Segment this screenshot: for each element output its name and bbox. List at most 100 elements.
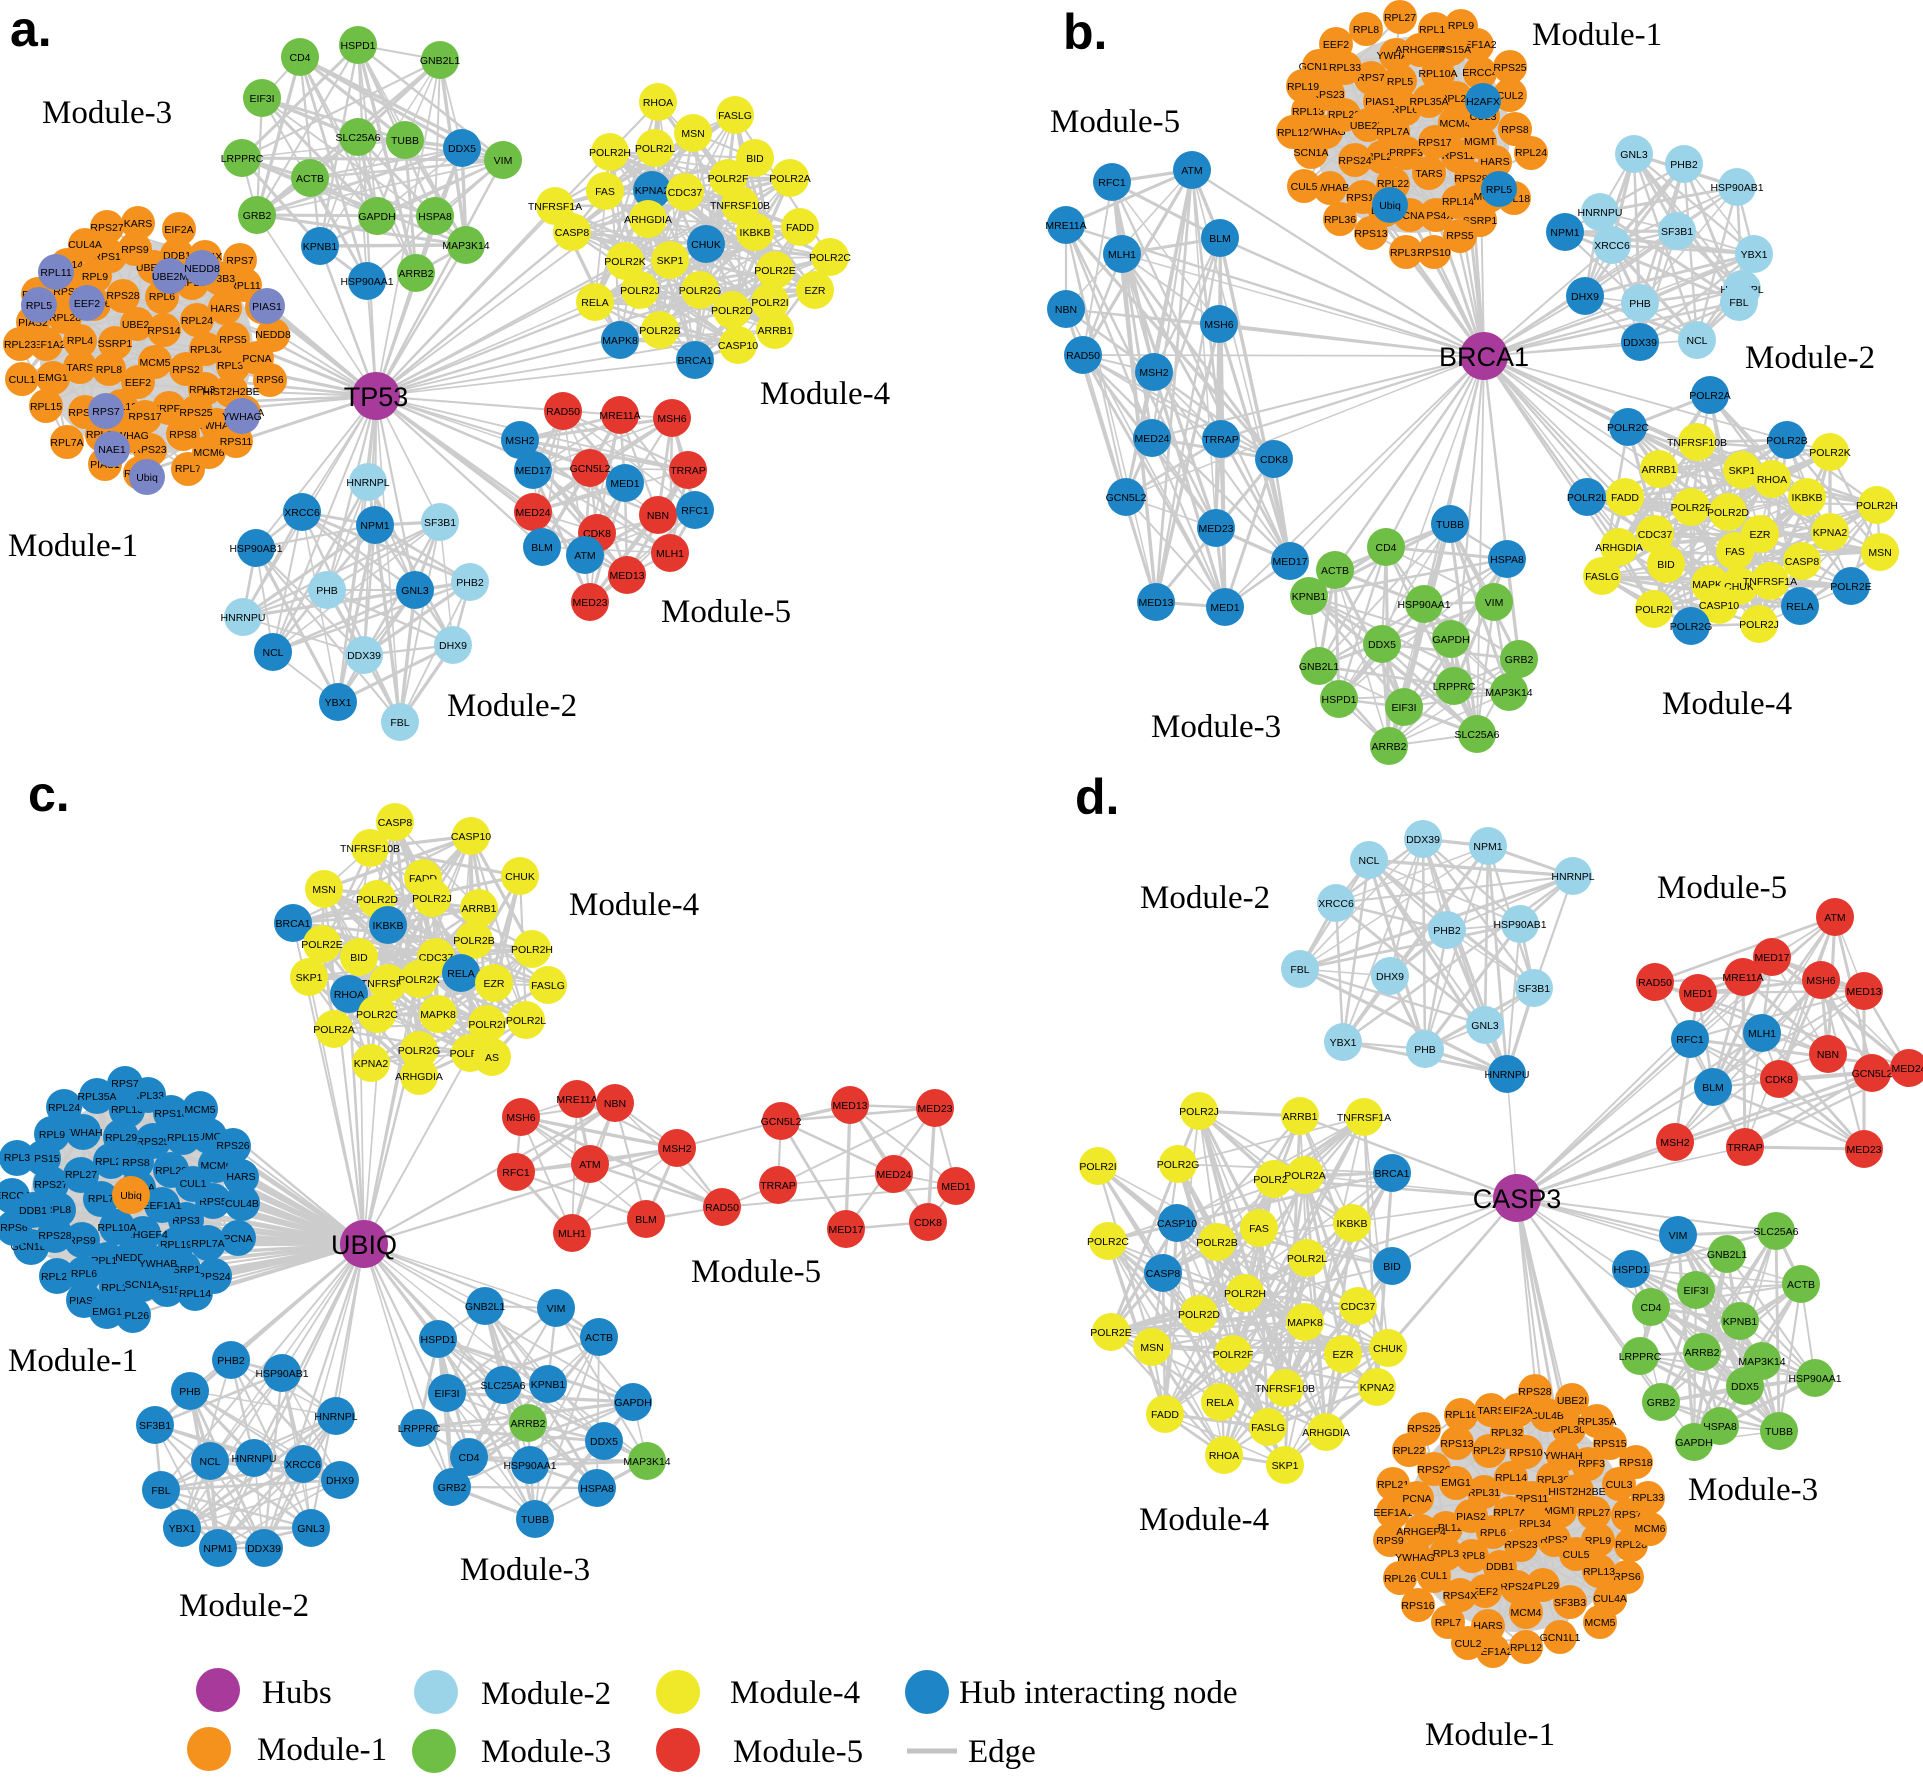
svg-text:RPS18: RPS18 xyxy=(1619,1457,1652,1469)
svg-text:RAD50: RAD50 xyxy=(1638,977,1672,989)
svg-text:RPS16: RPS16 xyxy=(1401,1600,1434,1612)
svg-text:HSPD1: HSPD1 xyxy=(1321,694,1356,706)
svg-text:TP53: TP53 xyxy=(344,382,409,412)
svg-text:CASP10: CASP10 xyxy=(1157,1218,1197,1230)
svg-text:MGMT: MGMT xyxy=(1464,136,1497,148)
svg-text:FAS: FAS xyxy=(1725,546,1745,558)
svg-text:GNL3: GNL3 xyxy=(1620,149,1648,161)
svg-text:HSP90AA1: HSP90AA1 xyxy=(503,1460,556,1472)
svg-text:RELA: RELA xyxy=(581,297,608,309)
svg-text:KPNB1: KPNB1 xyxy=(303,241,338,253)
svg-text:CD4: CD4 xyxy=(458,1452,479,1464)
svg-text:IKBKB: IKBKB xyxy=(1337,1218,1368,1230)
svg-text:CUL1: CUL1 xyxy=(180,1178,207,1190)
svg-text:POLR2D: POLR2D xyxy=(1707,507,1749,519)
svg-text:RPL8: RPL8 xyxy=(45,1204,71,1216)
svg-text:FADD: FADD xyxy=(786,222,814,234)
svg-text:MSH6: MSH6 xyxy=(1806,975,1835,987)
svg-text:RPL24: RPL24 xyxy=(48,1102,80,1114)
svg-text:CDK8: CDK8 xyxy=(1260,454,1288,466)
svg-text:RPL31: RPL31 xyxy=(1468,1487,1500,1499)
svg-text:RPS17: RPS17 xyxy=(128,411,161,423)
svg-text:PCNA: PCNA xyxy=(242,353,271,365)
svg-text:POLR2A: POLR2A xyxy=(1284,1170,1325,1182)
svg-text:RELA: RELA xyxy=(1786,601,1813,613)
svg-text:CDK8: CDK8 xyxy=(914,1217,942,1229)
svg-text:MED24: MED24 xyxy=(1891,1063,1923,1075)
svg-text:EEF2: EEF2 xyxy=(74,298,100,310)
svg-text:Ubiq: Ubiq xyxy=(136,472,158,484)
svg-text:POLR2A: POLR2A xyxy=(1689,390,1730,402)
svg-text:RPL3: RPL3 xyxy=(1433,1548,1459,1560)
svg-text:RPL23: RPL23 xyxy=(41,1271,73,1283)
svg-text:RPS4X: RPS4X xyxy=(1419,210,1453,222)
svg-text:CHUK: CHUK xyxy=(1724,581,1754,593)
svg-text:HSP90AA1: HSP90AA1 xyxy=(1397,599,1450,611)
svg-text:SLC25A6: SLC25A6 xyxy=(1455,729,1500,741)
svg-text:YWHAB: YWHAB xyxy=(139,1258,178,1270)
svg-text:MCM5: MCM5 xyxy=(185,1104,216,1116)
svg-text:PCNA: PCNA xyxy=(1402,1493,1431,1505)
svg-text:NCL: NCL xyxy=(1358,855,1379,867)
svg-text:MSN: MSN xyxy=(681,128,704,140)
svg-text:YWHAG: YWHAG xyxy=(222,411,262,423)
svg-text:YBX1: YBX1 xyxy=(1330,1037,1357,1049)
svg-text:EMG1: EMG1 xyxy=(38,372,68,384)
svg-text:MLH1: MLH1 xyxy=(558,1228,586,1240)
svg-text:HSP90AA1: HSP90AA1 xyxy=(1788,1373,1841,1385)
svg-text:MCM5: MCM5 xyxy=(140,357,171,369)
svg-text:CHUK: CHUK xyxy=(691,239,721,251)
svg-text:RPS27: RPS27 xyxy=(34,1179,67,1191)
svg-text:PHB: PHB xyxy=(179,1386,201,1398)
svg-text:DDX39: DDX39 xyxy=(1406,834,1440,846)
svg-text:POLR2D: POLR2D xyxy=(711,305,753,317)
svg-text:HARS: HARS xyxy=(1473,1620,1502,1632)
svg-text:SF3B1: SF3B1 xyxy=(1661,226,1693,238)
svg-text:HNRNPL: HNRNPL xyxy=(314,1411,357,1423)
svg-text:RPL12: RPL12 xyxy=(1510,1642,1542,1654)
svg-text:HNRNPU: HNRNPU xyxy=(232,1453,277,1465)
svg-text:RPL27: RPL27 xyxy=(1578,1507,1610,1519)
svg-text:NEDD8: NEDD8 xyxy=(184,263,220,275)
svg-text:MAP3K14: MAP3K14 xyxy=(1485,687,1532,699)
svg-text:RPS4X: RPS4X xyxy=(1443,1590,1477,1602)
svg-text:FASLG: FASLG xyxy=(1251,1422,1285,1434)
svg-text:DHX9: DHX9 xyxy=(439,640,467,652)
svg-text:RPL19: RPL19 xyxy=(160,1239,192,1251)
svg-text:EMG1: EMG1 xyxy=(1441,1477,1471,1489)
svg-text:RPL14: RPL14 xyxy=(1495,1472,1527,1484)
svg-text:MAP3K14: MAP3K14 xyxy=(1738,1356,1785,1368)
svg-text:POLR2H: POLR2H xyxy=(511,944,553,956)
svg-text:MED1: MED1 xyxy=(1683,988,1712,1000)
svg-text:HARS: HARS xyxy=(226,1171,255,1183)
svg-text:BRCA1: BRCA1 xyxy=(275,918,310,930)
svg-text:RPL23: RPL23 xyxy=(1473,1445,1505,1457)
svg-text:BRCA1: BRCA1 xyxy=(1439,342,1529,372)
svg-text:DDX39: DDX39 xyxy=(347,650,381,662)
svg-text:FAS: FAS xyxy=(595,186,615,198)
svg-text:BRCA1: BRCA1 xyxy=(677,355,712,367)
svg-text:RPL21: RPL21 xyxy=(1377,1479,1409,1491)
svg-text:KPNA2: KPNA2 xyxy=(635,185,670,197)
svg-text:RFC1: RFC1 xyxy=(1098,177,1126,189)
svg-text:MED13: MED13 xyxy=(1846,986,1881,998)
svg-text:BID: BID xyxy=(1657,559,1675,571)
svg-text:ARRB1: ARRB1 xyxy=(461,903,496,915)
svg-text:TNFRSF10B: TNFRSF10B xyxy=(710,200,770,212)
svg-text:RPS11: RPS11 xyxy=(220,436,253,448)
svg-text:Module-5: Module-5 xyxy=(1657,870,1787,906)
svg-text:MED17: MED17 xyxy=(515,465,550,477)
svg-text:TNFRSF1A: TNFRSF1A xyxy=(1337,1112,1391,1124)
svg-text:SF3B1: SF3B1 xyxy=(424,517,456,529)
svg-text:NCL: NCL xyxy=(262,647,283,659)
svg-text:RPL6: RPL6 xyxy=(1480,1527,1506,1539)
svg-text:POLR2H: POLR2H xyxy=(1856,500,1898,512)
svg-text:MED17: MED17 xyxy=(1754,952,1789,964)
svg-text:RPL34: RPL34 xyxy=(1519,1518,1551,1530)
svg-text:H2AFX: H2AFX xyxy=(1466,96,1500,108)
svg-text:RPL5: RPL5 xyxy=(1486,184,1512,196)
svg-text:SKP1: SKP1 xyxy=(1729,465,1756,477)
svg-text:TNFRSF10B: TNFRSF10B xyxy=(1255,1383,1315,1395)
svg-text:Module-1: Module-1 xyxy=(8,528,138,564)
svg-text:EEF2: EEF2 xyxy=(1472,1586,1498,1598)
